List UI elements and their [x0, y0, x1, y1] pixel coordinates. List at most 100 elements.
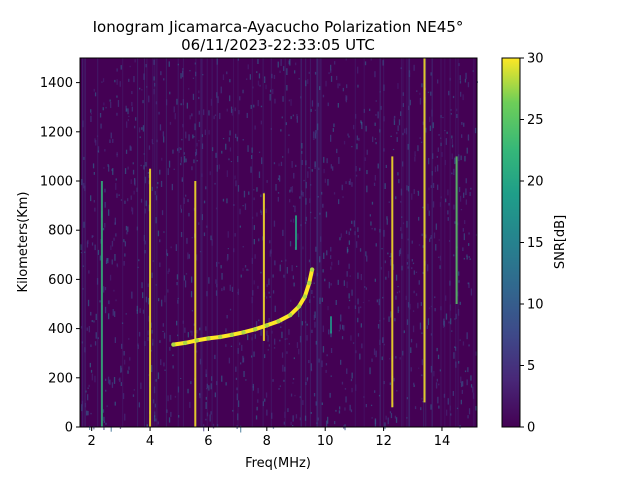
noise-speckle: [206, 291, 208, 297]
noise-column: [201, 58, 203, 427]
noise-speckle: [174, 395, 177, 398]
noise-speckle: [147, 330, 149, 336]
trace-point: [217, 334, 223, 340]
noise-speckle: [90, 115, 92, 122]
noise-speckle: [114, 254, 116, 261]
noise-speckle: [427, 203, 429, 211]
noise-speckle: [331, 261, 333, 266]
noise-speckle: [437, 184, 439, 190]
noise-speckle: [405, 295, 407, 300]
noise-speckle: [328, 329, 330, 335]
trace-point: [307, 280, 312, 286]
noise-speckle: [115, 299, 117, 302]
noise-speckle: [268, 291, 270, 294]
noise-speckle: [400, 67, 402, 70]
noise-speckle: [279, 175, 281, 182]
noise-speckle: [437, 396, 439, 404]
noise-speckle: [419, 137, 421, 139]
noise-speckle: [339, 83, 341, 86]
noise-speckle: [268, 318, 270, 324]
noise-speckle: [116, 68, 118, 72]
noise-speckle: [185, 158, 187, 163]
noise-speckle: [427, 91, 430, 93]
noise-speckle: [187, 332, 189, 338]
noise-speckle: [277, 192, 280, 194]
noise-speckle: [134, 59, 136, 63]
noise-speckle: [355, 174, 358, 177]
noise-speckle: [402, 103, 404, 107]
noise-speckle: [318, 358, 320, 363]
noise-speckle: [144, 341, 146, 346]
noise-speckle: [440, 142, 442, 147]
noise-speckle: [236, 136, 238, 142]
noise-speckle: [439, 265, 441, 269]
noise-speckle: [245, 379, 247, 381]
noise-speckle: [454, 346, 456, 348]
noise-speckle: [260, 105, 263, 108]
noise-speckle: [357, 272, 359, 279]
noise-speckle: [463, 257, 465, 260]
noise-speckle: [97, 146, 100, 153]
noise-speckle: [251, 355, 253, 358]
noise-speckle: [392, 148, 395, 151]
noise-speckle: [369, 108, 371, 111]
noise-speckle: [133, 76, 135, 83]
noise-speckle: [445, 138, 447, 145]
noise-speckle: [386, 216, 388, 220]
noise-speckle: [95, 332, 97, 339]
noise-speckle: [283, 379, 285, 382]
noise-speckle: [294, 394, 296, 397]
noise-speckle: [161, 299, 163, 307]
noise-speckle: [113, 377, 116, 384]
noise-speckle: [340, 233, 342, 238]
noise-speckle: [366, 255, 368, 262]
noise-speckle: [82, 288, 84, 290]
noise-speckle: [414, 151, 416, 156]
noise-speckle: [409, 303, 411, 310]
noise-speckle: [110, 132, 112, 139]
noise-speckle: [419, 322, 422, 330]
trace-point: [276, 319, 281, 324]
noise-speckle: [154, 411, 156, 418]
noise-speckle: [251, 257, 253, 264]
noise-speckle: [465, 199, 467, 205]
noise-speckle: [82, 120, 84, 128]
noise-speckle: [89, 362, 91, 368]
noise-speckle: [153, 76, 155, 81]
noise-speckle: [289, 59, 291, 66]
noise-speckle: [160, 359, 162, 366]
noise-speckle: [168, 268, 170, 272]
noise-speckle: [270, 249, 272, 254]
noise-speckle: [443, 318, 445, 326]
noise-speckle: [286, 338, 288, 340]
noise-speckle: [442, 326, 445, 328]
noise-speckle: [422, 206, 424, 209]
noise-speckle: [426, 325, 428, 329]
noise-speckle: [430, 365, 433, 373]
noise-speckle: [330, 164, 332, 169]
noise-speckle: [177, 299, 179, 304]
noise-speckle: [230, 161, 233, 163]
noise-speckle: [459, 75, 461, 80]
noise-speckle: [167, 395, 169, 402]
noise-speckle: [355, 350, 357, 354]
noise-speckle: [415, 293, 418, 296]
noise-speckle: [205, 369, 207, 376]
noise-speckle: [357, 333, 360, 337]
noise-speckle: [319, 212, 321, 215]
noise-speckle: [310, 369, 313, 372]
noise-speckle: [459, 301, 461, 305]
noise-speckle: [400, 111, 402, 116]
noise-speckle: [351, 220, 353, 224]
ionogram-trace: [171, 267, 315, 347]
noise-speckle: [127, 119, 129, 122]
noise-speckle: [283, 421, 285, 425]
noise-speckle: [359, 248, 362, 252]
noise-column: [284, 58, 286, 427]
noise-speckle: [93, 320, 95, 323]
noise-speckle: [434, 308, 436, 312]
colorbar-tick-label: 0: [527, 421, 535, 436]
noise-speckle: [357, 227, 359, 232]
noise-speckle: [129, 357, 131, 361]
noise-speckle: [287, 408, 289, 412]
